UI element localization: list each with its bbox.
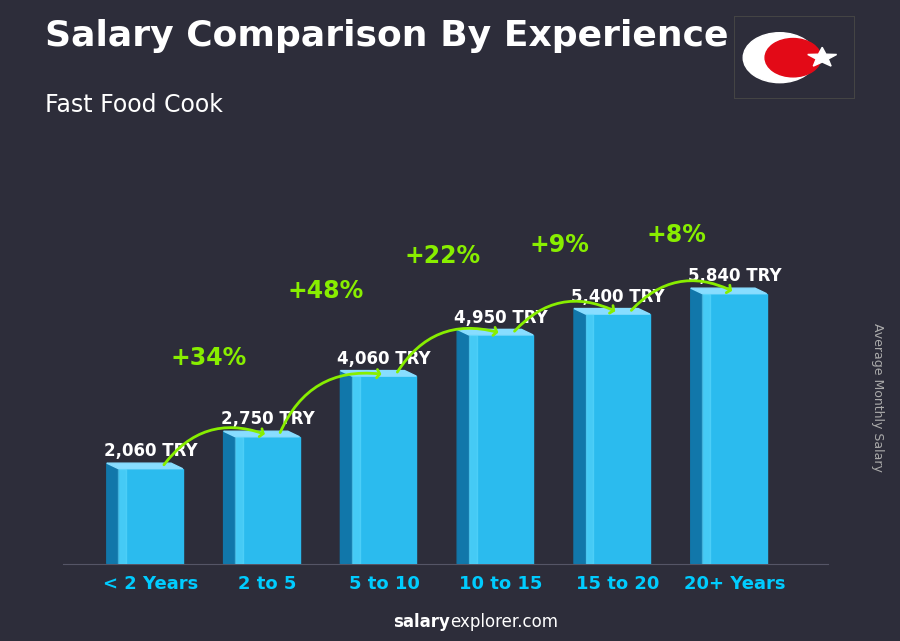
Polygon shape — [223, 431, 235, 564]
Polygon shape — [107, 463, 183, 469]
Polygon shape — [340, 370, 352, 564]
Bar — [119, 469, 126, 564]
Text: 4,950 TRY: 4,950 TRY — [454, 308, 548, 326]
Circle shape — [765, 38, 821, 77]
Bar — [586, 314, 593, 564]
Polygon shape — [340, 370, 417, 376]
Polygon shape — [457, 329, 469, 564]
Text: +34%: +34% — [171, 346, 248, 370]
Polygon shape — [691, 288, 702, 564]
Circle shape — [743, 33, 816, 83]
Bar — [119, 469, 183, 564]
Bar — [702, 294, 710, 564]
Bar — [352, 376, 417, 564]
Polygon shape — [691, 288, 767, 294]
Bar — [586, 314, 650, 564]
Bar — [702, 294, 767, 564]
Text: +8%: +8% — [646, 223, 706, 247]
Bar — [235, 437, 243, 564]
Polygon shape — [574, 308, 586, 564]
Polygon shape — [808, 47, 837, 66]
Text: Average Monthly Salary: Average Monthly Salary — [871, 323, 884, 472]
Text: 5,840 TRY: 5,840 TRY — [688, 267, 781, 285]
Text: +48%: +48% — [288, 279, 364, 303]
Polygon shape — [574, 308, 650, 314]
Text: +22%: +22% — [404, 244, 481, 268]
Text: explorer.com: explorer.com — [450, 613, 558, 631]
Bar — [235, 437, 300, 564]
Bar — [352, 376, 360, 564]
Text: +9%: +9% — [529, 233, 590, 258]
Text: 2,060 TRY: 2,060 TRY — [104, 442, 197, 460]
Text: 4,060 TRY: 4,060 TRY — [338, 350, 431, 368]
Polygon shape — [107, 463, 119, 564]
Polygon shape — [223, 431, 300, 437]
Polygon shape — [457, 329, 533, 335]
Text: Salary Comparison By Experience: Salary Comparison By Experience — [45, 19, 728, 53]
Bar — [469, 335, 477, 564]
Text: Fast Food Cook: Fast Food Cook — [45, 93, 223, 117]
Text: 2,750 TRY: 2,750 TRY — [220, 410, 314, 428]
Bar — [469, 335, 533, 564]
Text: salary: salary — [393, 613, 450, 631]
Text: 5,400 TRY: 5,400 TRY — [571, 288, 664, 306]
